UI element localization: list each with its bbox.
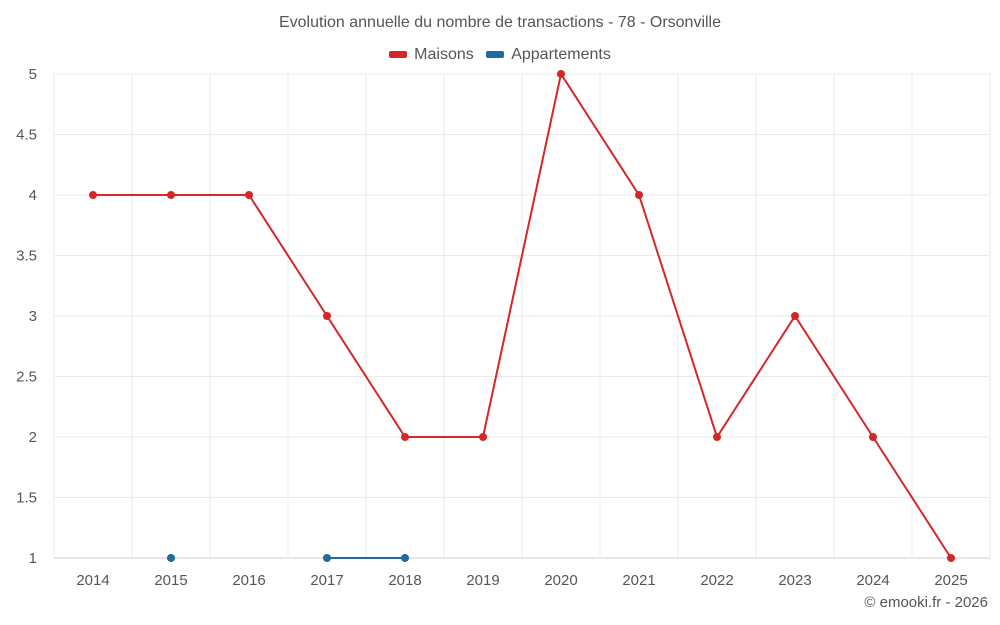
data-point-maisons: [479, 433, 487, 441]
data-point-maisons: [245, 191, 253, 199]
grid: [53, 73, 991, 559]
data-point-maisons: [323, 312, 331, 320]
x-tick-label: 2015: [154, 572, 187, 589]
y-tick-label: 3.5: [16, 248, 37, 265]
legend-swatch-appartements: [486, 51, 505, 58]
data-point-appartements: [167, 554, 175, 562]
y-tick-label: 3: [29, 308, 37, 325]
x-tick-label: 2025: [934, 572, 967, 589]
data-point-maisons: [89, 191, 97, 199]
data-point-maisons: [869, 433, 877, 441]
data-point-maisons: [791, 312, 799, 320]
data-point-maisons: [167, 191, 175, 199]
x-tick-label: 2016: [232, 572, 265, 589]
x-tick-label: 2018: [388, 572, 421, 589]
x-tick-label: 2021: [622, 572, 655, 589]
y-tick-label: 5: [29, 66, 37, 83]
legend: Maisons Appartements: [0, 45, 1000, 64]
chart-title: Evolution annuelle du nombre de transact…: [278, 14, 722, 31]
y-tick-label: 1: [29, 550, 37, 567]
data-point-maisons: [947, 554, 955, 562]
series-layer: [89, 70, 955, 562]
legend-label-appartements: Appartements: [511, 45, 611, 63]
x-tick-label: 2020: [544, 572, 577, 589]
y-tick-label: 2: [29, 429, 37, 446]
data-point-appartements: [323, 554, 331, 562]
x-axis-ticks: 2014 2015 2016 2017 2018 2019 2020 2021 2022 2023…: [76, 572, 967, 589]
x-tick-label: 2023: [778, 572, 811, 589]
legend-item-maisons[interactable]: Maisons: [389, 46, 474, 64]
y-axis-ticks: 1 1.5 2 2.5 3 3.5 4 4.5 5: [16, 66, 37, 567]
series-line-maisons: [93, 71, 952, 559]
x-tick-label: 2024: [856, 572, 889, 589]
data-point-appartements: [401, 554, 409, 562]
data-point-maisons: [635, 191, 643, 199]
legend-item-appartements[interactable]: Appartements: [486, 46, 611, 64]
data-point-maisons: [401, 433, 409, 441]
y-tick-label: 4.5: [16, 127, 37, 144]
data-point-maisons: [557, 70, 565, 78]
y-tick-label: 2.5: [16, 369, 37, 386]
x-tick-label: 2019: [466, 572, 499, 589]
credit-text: © emooki.fr - 2026: [864, 594, 988, 611]
y-tick-label: 4: [29, 187, 37, 204]
x-tick-label: 2014: [76, 572, 109, 589]
legend-label-maisons: Maisons: [414, 45, 474, 63]
legend-swatch-maisons: [389, 51, 408, 58]
x-tick-label: 2017: [310, 572, 343, 589]
x-tick-label: 2022: [700, 572, 733, 589]
data-point-maisons: [713, 433, 721, 441]
y-tick-label: 1.5: [16, 490, 37, 507]
